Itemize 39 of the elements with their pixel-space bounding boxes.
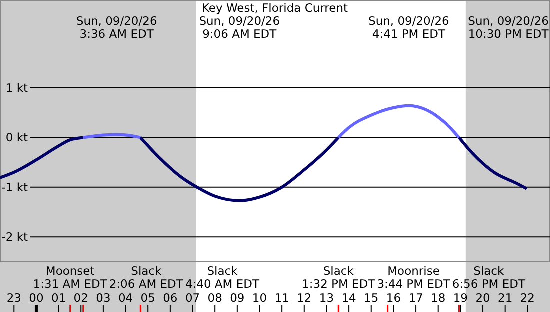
x-tick-label: 07 [185, 291, 200, 305]
chart-title: Key West, Florida Current [202, 1, 349, 15]
y-tick-label: 0 kt [6, 130, 28, 145]
annotation: Sun, 09/20/26 9:06 AM EDT [199, 14, 280, 41]
x-tick-label: 20 [476, 291, 490, 305]
y-tick-label: -2 kt [2, 230, 28, 244]
text: Slack 4:40 AM EDT [185, 264, 260, 291]
text: Moonset 1:31 AM EDT [33, 264, 108, 291]
x-tick-label: 16 [386, 291, 402, 305]
annotation: Sun, 09/20/26 3:36 AM EDT [76, 14, 158, 41]
x-tick-label: 05 [140, 291, 156, 305]
x-tick-label: 10 [252, 291, 268, 305]
x-tick-label: 19 [453, 291, 468, 305]
x-tick-label: 02 [74, 291, 88, 305]
x-tick-label: 01 [51, 291, 66, 305]
x-tick-label: 06 [163, 291, 178, 305]
annotation: Sun, 09/20/26 4:41 PM EDT [368, 14, 450, 41]
y-tick-label: -1 kt [2, 180, 28, 194]
x-tick-label: 21 [498, 291, 513, 305]
x-tick-label: 23 [6, 291, 22, 305]
x-tick-label: 17 [408, 291, 424, 305]
x-tick-label: 11 [274, 291, 290, 305]
x-tick-label: 00 [29, 291, 44, 305]
x-tick-label: 13 [319, 291, 334, 305]
text: Slack 1:32 PM EDT [302, 264, 376, 291]
x-tick-label: 12 [297, 291, 312, 305]
text: Slack 2:06 AM EDT [109, 264, 184, 291]
text: Slack 6:56 PM EDT [452, 264, 526, 291]
x-tick-label: 09 [230, 291, 245, 305]
x-tick-label: 18 [431, 291, 446, 305]
x-tick-label: 15 [364, 291, 379, 305]
y-tick-label: 1 kt [6, 80, 28, 95]
x-tick-label: 03 [96, 291, 111, 305]
text: Moonrise 3:44 PM EDT [377, 264, 452, 291]
x-tick-label: 14 [342, 291, 356, 305]
x-tick-label: 22 [520, 291, 535, 305]
annotation: Sun, 09/20/26 10:30 PM EDT [468, 14, 550, 41]
x-tick-label: 04 [118, 291, 134, 305]
x-tick-label: 08 [208, 291, 222, 305]
